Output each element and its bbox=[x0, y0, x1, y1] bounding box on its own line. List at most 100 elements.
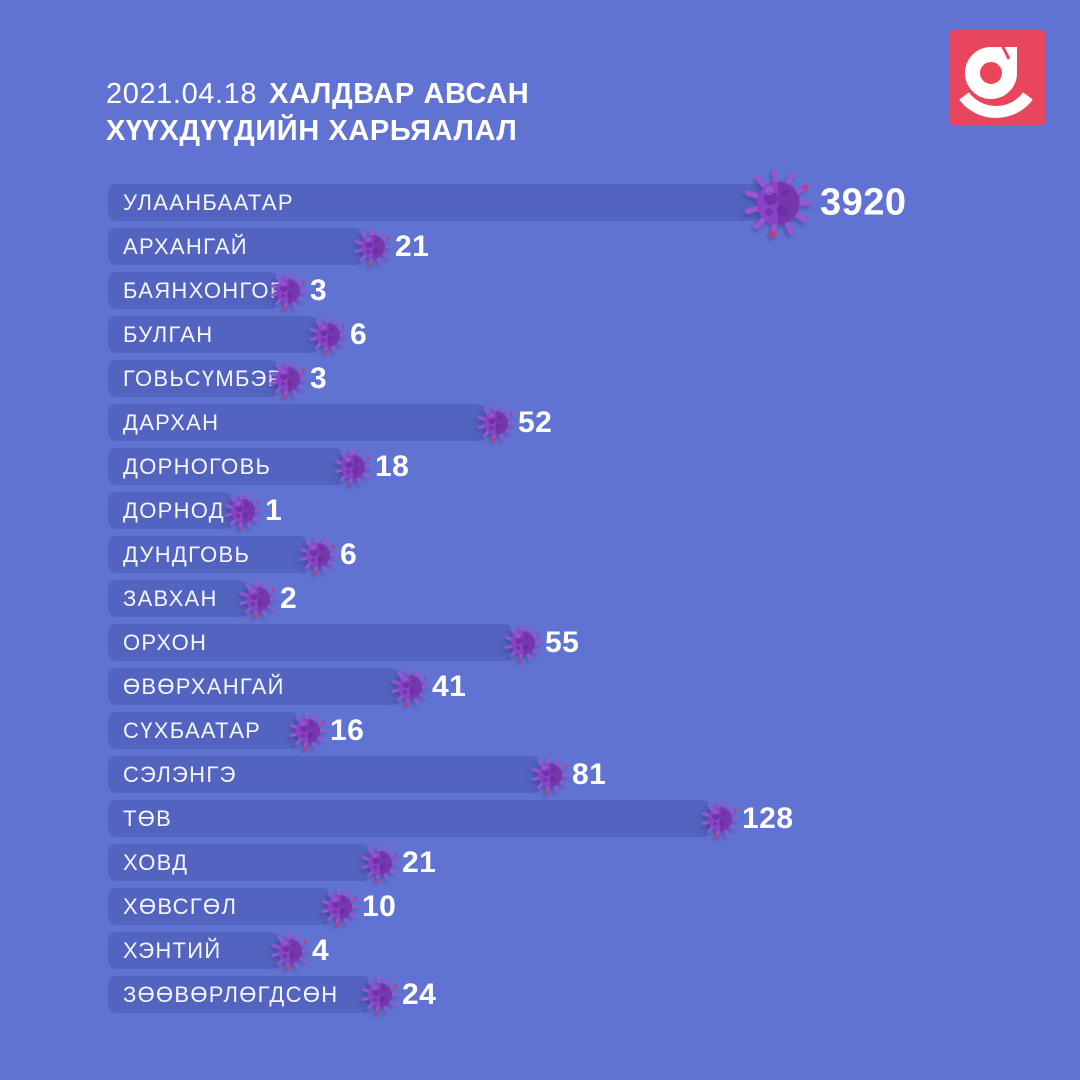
virus-red-tip bbox=[386, 236, 390, 240]
virus-red-tip bbox=[545, 789, 550, 794]
bar: СЭЛЭНГЭ bbox=[108, 756, 540, 793]
virus-icon bbox=[699, 798, 741, 840]
virus-red-tip bbox=[323, 349, 328, 354]
virus-red-tip bbox=[518, 657, 523, 662]
virus-shade bbox=[328, 322, 340, 347]
chart-row: ДАРХАН bbox=[108, 403, 1080, 442]
chart-row: ГОВЬСҮМБЭР bbox=[108, 358, 1080, 400]
chart-row: СЭЛЭНГЭ bbox=[108, 755, 1080, 794]
title-text-1: ХАЛДВАР АВСАН bbox=[269, 78, 530, 110]
virus-icon bbox=[267, 358, 309, 400]
virus-shade bbox=[550, 762, 562, 787]
chart-row: ХЭНТИЙ bbox=[108, 930, 1080, 972]
virus-shade bbox=[243, 498, 255, 523]
virus-icon bbox=[352, 226, 394, 268]
value-label: 3 bbox=[310, 361, 328, 395]
region-label: ДОРНОГОВЬ bbox=[123, 453, 272, 479]
region-label: ДАРХАН bbox=[123, 409, 220, 435]
gogo-logo-icon bbox=[950, 30, 1045, 125]
region-label: СҮХБААТАР bbox=[123, 717, 262, 743]
region-label: ХЭНТИЙ bbox=[123, 937, 222, 963]
virus-shade bbox=[353, 454, 365, 479]
virus-red-tip bbox=[563, 764, 567, 768]
chart-row: ОРХОН bbox=[108, 622, 1080, 664]
virus-red-tip bbox=[769, 230, 777, 238]
virus-shade bbox=[318, 542, 330, 567]
chart-row: ХӨВСГӨЛ bbox=[108, 886, 1080, 928]
virus-red-tip bbox=[238, 525, 243, 530]
virus-red-tip bbox=[375, 877, 380, 882]
bar: БАЯНХОНГОР bbox=[108, 272, 285, 309]
bar: УЛААНБААТАР bbox=[108, 184, 768, 221]
bar: ОРХОН bbox=[108, 624, 513, 661]
chart-row: ТӨВ bbox=[108, 798, 1080, 840]
virus-red-tip bbox=[348, 481, 353, 486]
value-label: 16 bbox=[330, 713, 365, 747]
region-label: ОРХОН bbox=[123, 629, 208, 655]
bar-chart: УЛААНБААТАР bbox=[108, 168, 1080, 1020]
virus-icon bbox=[502, 622, 544, 664]
value-label: 18 bbox=[375, 449, 410, 483]
virus-icon bbox=[389, 666, 431, 708]
chart-row: АРХАНГАЙ bbox=[108, 226, 1080, 268]
virus-shade bbox=[380, 850, 392, 875]
virus-red-tip bbox=[393, 852, 397, 856]
virus-red-tip bbox=[313, 569, 318, 574]
value-label: 6 bbox=[350, 317, 368, 351]
virus-icon bbox=[267, 270, 309, 312]
virus-icon bbox=[740, 165, 816, 241]
chart-row: ХОВД bbox=[108, 843, 1080, 882]
virus-red-tip bbox=[375, 1009, 380, 1014]
virus-icon bbox=[359, 974, 401, 1016]
virus-red-tip bbox=[335, 921, 340, 926]
virus-red-tip bbox=[301, 368, 305, 372]
page-title: 2021.04.18 ХАЛДВАР АВСАН ХҮҮХДҮҮДИЙН ХАРЬ… bbox=[106, 76, 529, 150]
virus-red-tip bbox=[366, 456, 370, 460]
value-label: 21 bbox=[402, 845, 437, 879]
virus-shade bbox=[258, 586, 270, 611]
title-text-2: ХҮҮХДҮҮДИЙН ХАРЬЯАЛАЛ bbox=[106, 115, 518, 147]
region-label: СЭЛЭНГЭ bbox=[123, 761, 237, 787]
virus-shade bbox=[410, 674, 422, 699]
virus-red-tip bbox=[256, 500, 260, 504]
region-label: ӨВӨРХАНГАЙ bbox=[123, 673, 285, 699]
bar: ӨВӨРХАНГАЙ bbox=[108, 668, 400, 705]
virus-red-tip bbox=[353, 896, 357, 900]
region-label: УЛААНБААТАР bbox=[123, 189, 294, 215]
virus-red-tip bbox=[423, 676, 427, 680]
region-label: ЗАВХАН bbox=[123, 585, 218, 611]
title-date: 2021.04.18 bbox=[106, 78, 258, 110]
bar: ЗАВХАН bbox=[108, 580, 248, 617]
virus-red-tip bbox=[331, 544, 335, 548]
virus-red-tip bbox=[303, 745, 308, 750]
virus-red-tip bbox=[301, 280, 305, 284]
value-label: 4 bbox=[312, 933, 330, 967]
bar: ЗӨӨВӨРЛӨГДСӨН bbox=[108, 976, 370, 1013]
virus-icon bbox=[237, 578, 279, 620]
value-label: 3920 bbox=[820, 181, 907, 223]
virus-red-tip bbox=[271, 588, 275, 592]
region-label: ДОРНОД bbox=[123, 497, 225, 523]
virus-red-tip bbox=[283, 393, 288, 398]
virus-red-tip bbox=[368, 261, 373, 266]
value-label: 3 bbox=[310, 273, 328, 307]
value-label: 1 bbox=[265, 493, 283, 527]
virus-red-tip bbox=[491, 437, 496, 442]
value-label: 128 bbox=[742, 801, 794, 835]
bar: ТӨВ bbox=[108, 800, 710, 837]
bar: СҮХБААТАР bbox=[108, 712, 298, 749]
virus-shade bbox=[340, 894, 352, 919]
virus-icon bbox=[319, 886, 361, 928]
title-line-1: 2021.04.18 ХАЛДВАР АВСАН bbox=[106, 76, 529, 113]
virus-shade bbox=[778, 180, 800, 225]
virus-red-tip bbox=[802, 183, 809, 190]
virus-red-tip bbox=[303, 940, 307, 944]
chart-row: ӨВӨРХАНГАЙ bbox=[108, 666, 1080, 708]
bar: ГОВЬСҮМБЭР bbox=[108, 360, 282, 397]
region-label: ХӨВСГӨЛ bbox=[123, 893, 238, 919]
virus-icon bbox=[307, 314, 349, 356]
chart-row: УЛААНБААТАР bbox=[108, 168, 1080, 238]
bar: БУЛГАН bbox=[108, 316, 318, 353]
virus-icon bbox=[269, 930, 311, 972]
region-label: ХОВД bbox=[123, 849, 189, 875]
